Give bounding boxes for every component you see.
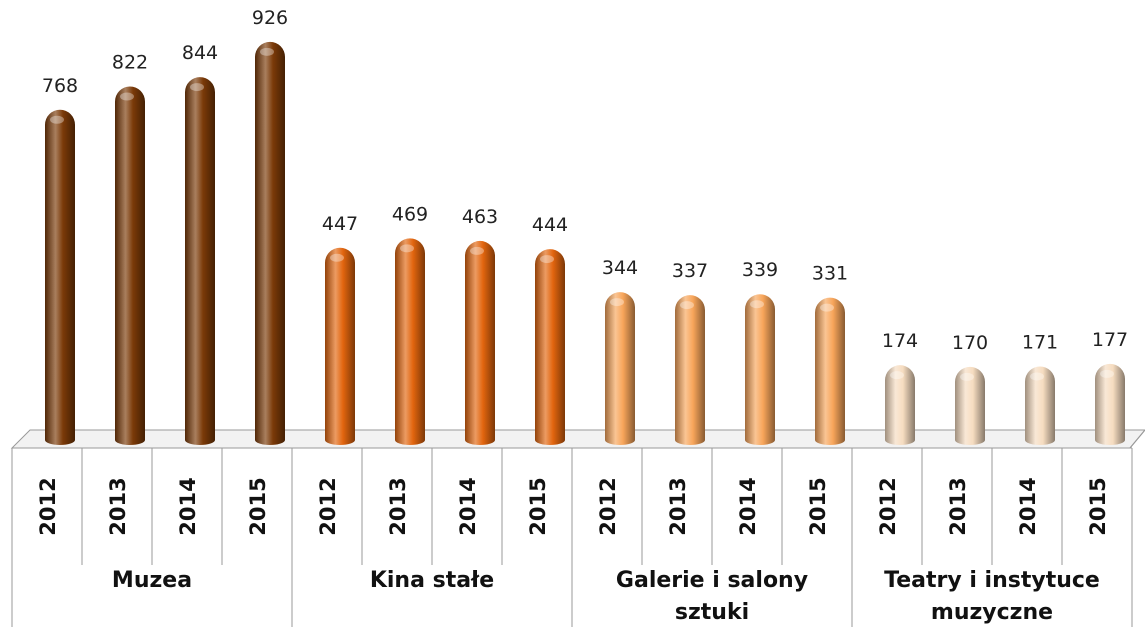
- bar-highlight: [1100, 369, 1114, 378]
- bar-highlight: [400, 244, 414, 253]
- group-label: Teatry i instytuce muzyczne: [884, 568, 1100, 625]
- value-label: 822: [112, 52, 148, 74]
- bar-highlight: [50, 115, 64, 124]
- bar: [395, 238, 425, 445]
- bar: [325, 247, 355, 445]
- value-label: 331: [812, 263, 848, 285]
- bar-highlight: [610, 298, 624, 307]
- value-label: 339: [742, 259, 778, 281]
- bar: [45, 109, 75, 445]
- year-label: 2015: [1086, 477, 1110, 535]
- group-label: Muzea: [111, 568, 193, 593]
- value-label: 337: [672, 260, 708, 282]
- year-label: 2013: [386, 477, 410, 535]
- bar-highlight: [330, 253, 344, 262]
- value-label: 447: [322, 213, 358, 235]
- year-label: 2013: [666, 477, 690, 535]
- bar: [815, 297, 845, 445]
- bar: [255, 41, 285, 445]
- bar: [185, 77, 215, 445]
- bar-highlight: [120, 92, 134, 101]
- year-label: 2013: [106, 477, 130, 535]
- year-label: 2014: [176, 477, 200, 535]
- value-label: 170: [952, 332, 988, 354]
- bar: [605, 292, 635, 445]
- group-label-box: Muzea: [111, 568, 193, 593]
- group-label-box: Kina stałe: [369, 568, 495, 593]
- year-label: 2015: [806, 477, 830, 535]
- year-label: 2015: [526, 477, 550, 535]
- bar-highlight: [820, 303, 834, 312]
- floor-edge: [1129, 429, 1145, 449]
- group-label-box: Galerie i salony sztuki: [615, 568, 809, 625]
- year-label: 2014: [456, 477, 480, 535]
- bar-highlight: [190, 83, 204, 92]
- bar: [955, 366, 985, 445]
- group-label-box: Teatry i instytuce muzyczne: [884, 568, 1100, 625]
- value-label: 344: [602, 257, 638, 279]
- bar: [885, 365, 915, 445]
- year-label: 2012: [316, 477, 340, 535]
- bar-highlight: [960, 372, 974, 381]
- bar: [465, 240, 495, 445]
- bar: [1095, 363, 1125, 445]
- value-label: 174: [882, 330, 918, 352]
- bar: [115, 86, 145, 445]
- bar-highlight: [260, 47, 274, 56]
- bar: [535, 249, 565, 445]
- year-label: 2015: [246, 477, 270, 535]
- value-label: 926: [252, 7, 288, 29]
- value-label: 171: [1022, 331, 1058, 353]
- value-label: 768: [42, 75, 78, 97]
- year-label: 2013: [946, 477, 970, 535]
- bar-highlight: [680, 301, 694, 310]
- bar-highlight: [1030, 372, 1044, 381]
- bar-highlight: [750, 300, 764, 309]
- value-label: 444: [532, 214, 568, 236]
- year-label: 2014: [1016, 477, 1040, 535]
- bar-highlight: [890, 371, 904, 380]
- bar-highlight: [540, 255, 554, 264]
- bar: [675, 295, 705, 445]
- group-label: Galerie i salony sztuki: [615, 568, 809, 625]
- year-label: 2012: [596, 477, 620, 535]
- bar-highlight: [470, 246, 484, 255]
- value-label: 469: [392, 203, 428, 225]
- value-label: 177: [1092, 329, 1128, 351]
- value-label: 463: [462, 206, 498, 228]
- bar: [1025, 366, 1055, 445]
- year-label: 2012: [36, 477, 60, 535]
- value-label: 844: [182, 42, 218, 64]
- bar: [745, 294, 775, 445]
- year-label: 2012: [876, 477, 900, 535]
- group-label: Kina stałe: [369, 568, 495, 593]
- year-label: 2014: [736, 477, 760, 535]
